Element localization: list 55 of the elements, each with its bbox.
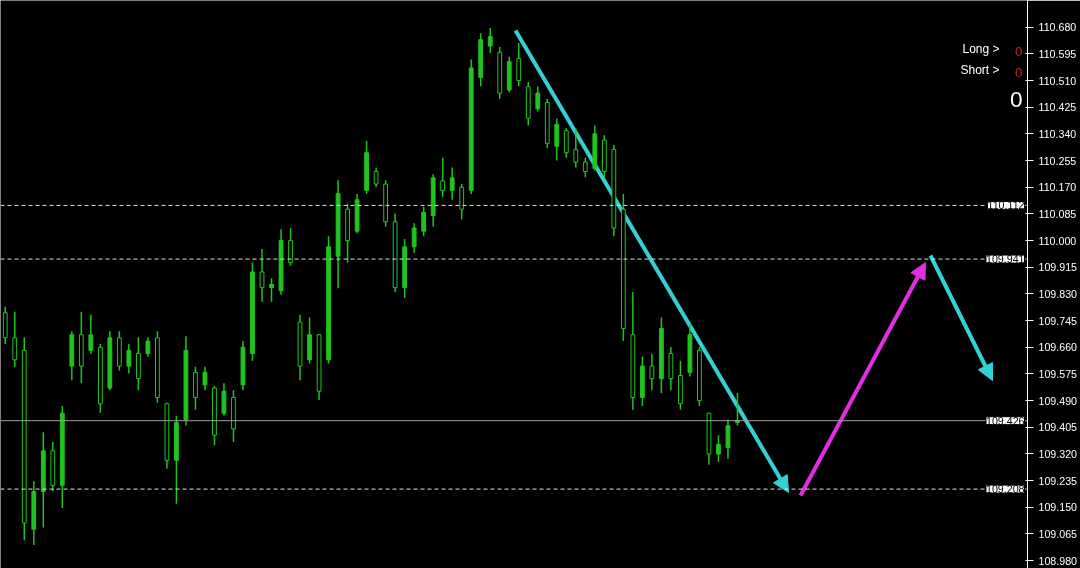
- y-tick-label: 109.320: [1038, 447, 1078, 460]
- candlestick: [487, 27, 493, 54]
- candlestick: [582, 156, 588, 178]
- candlestick: [421, 205, 427, 237]
- candlestick: [12, 311, 18, 368]
- y-tick-label: 110.425: [1038, 101, 1077, 114]
- y-tick-label: 109.490: [1038, 394, 1078, 407]
- y-tick-label: 109.830: [1038, 287, 1078, 300]
- ref-line-label: 109.208: [985, 483, 1025, 496]
- candlestick: [716, 434, 721, 463]
- candlestick: [725, 418, 731, 460]
- candlestick: [649, 353, 655, 391]
- ref-line-label: 110.112: [987, 199, 1025, 212]
- y-tick-label: 109.575: [1038, 367, 1078, 380]
- y-tick-label: 110.680: [1038, 21, 1077, 34]
- candlestick: [126, 343, 132, 375]
- annotation: Short >: [960, 62, 1000, 77]
- y-tick-label: 109.660: [1038, 341, 1078, 354]
- y-tick-label: 110.170: [1038, 181, 1077, 194]
- y-tick-label: 110.000: [1038, 234, 1077, 247]
- y-tick-label: 109.235: [1038, 474, 1078, 487]
- candlestick: [269, 277, 274, 303]
- y-tick-label: 109.405: [1038, 421, 1078, 434]
- y-tick-label: 108.980: [1038, 554, 1078, 567]
- y-tick-label: 109.915: [1038, 261, 1078, 274]
- annotation: 0: [1015, 43, 1023, 59]
- ref-line-label: 109.941: [985, 253, 1025, 266]
- candlestick: [573, 127, 579, 169]
- candlestick: [449, 166, 455, 201]
- candlestick: [535, 85, 541, 113]
- y-tick-label: 110.255: [1038, 154, 1077, 167]
- candlestick: [145, 336, 151, 358]
- candlestick: [88, 313, 94, 355]
- candlestick: [554, 117, 560, 162]
- candlestick: [259, 248, 265, 303]
- y-tick-label: 109.065: [1038, 527, 1078, 540]
- y-tick-label: 109.150: [1038, 501, 1078, 514]
- annotation: Long >: [962, 41, 1000, 56]
- y-tick-label: 110.595: [1038, 47, 1077, 60]
- annotation: 0: [1009, 85, 1023, 112]
- y-tick-label: 110.085: [1038, 207, 1077, 220]
- annotation: 0: [1015, 64, 1023, 80]
- candlestick: [459, 183, 465, 221]
- candlestick: [563, 127, 569, 159]
- candlestick: [202, 365, 208, 391]
- y-tick-label: 110.340: [1038, 127, 1077, 140]
- ref-line-label: 109.426: [985, 414, 1025, 427]
- candlestick: [221, 382, 227, 417]
- candlestick: [373, 166, 379, 188]
- candlestick: [440, 156, 446, 198]
- candlestick: [516, 42, 522, 87]
- candlestick: [411, 222, 417, 254]
- y-tick-label: 110.510: [1038, 74, 1077, 87]
- y-tick-label: 109.745: [1038, 314, 1078, 327]
- candlestick: [288, 227, 293, 267]
